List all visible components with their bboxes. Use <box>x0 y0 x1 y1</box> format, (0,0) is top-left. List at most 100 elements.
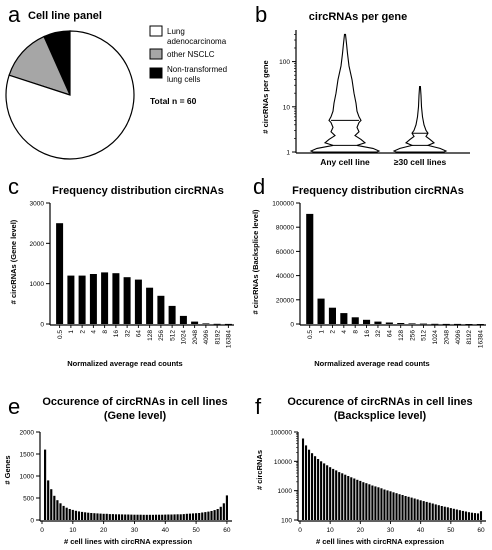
x-tick-label: 16384 <box>478 330 485 348</box>
bar <box>328 307 336 324</box>
bar <box>395 493 398 520</box>
bar <box>195 513 198 520</box>
x-tick-label: 10 <box>327 527 335 534</box>
bar <box>351 317 359 324</box>
bar <box>425 501 428 520</box>
bar <box>317 459 320 520</box>
panel-label-d: d <box>253 174 265 199</box>
bar <box>347 476 350 520</box>
bar <box>117 514 121 520</box>
bar <box>222 503 225 520</box>
bar <box>371 485 374 520</box>
bar <box>176 514 179 520</box>
bar <box>139 514 142 520</box>
y-tick-label: 1 <box>286 150 290 157</box>
bar <box>332 468 335 520</box>
bar <box>89 274 97 324</box>
x-tick-label: 4096 <box>203 330 210 345</box>
bar <box>74 510 77 520</box>
x-tick-label: ≥30 cell lines <box>394 157 447 167</box>
bar <box>59 503 62 520</box>
panel-c-title: Frequency distribution circRNAs <box>52 185 224 197</box>
panel-c: c Frequency distribution circRNAs 0 1000 2… <box>8 174 234 368</box>
bar <box>413 498 416 520</box>
y-tick-label: 10 <box>283 104 291 111</box>
bar <box>359 480 362 520</box>
violin-chart: 1 10 100 Any cell line ≥30 cell lines <box>279 30 470 167</box>
bar <box>479 511 483 520</box>
bar <box>158 514 161 520</box>
panel-label-a: a <box>8 2 21 27</box>
panel-f-ylabel: # circRNAs <box>255 450 264 490</box>
x-tick-label: 512 <box>421 330 428 341</box>
bar <box>161 514 164 520</box>
bar <box>356 479 359 520</box>
bar <box>383 489 386 520</box>
bar <box>419 500 422 520</box>
y-tick-label: 1500 <box>20 452 35 459</box>
bar <box>90 513 93 520</box>
bar <box>101 272 109 324</box>
pie-slice-other-nsclc <box>8 35 72 96</box>
bar <box>434 504 437 520</box>
legend-label-adenocarcinoma-1: Lung <box>167 27 185 36</box>
x-tick-label: 64 <box>136 330 143 338</box>
y-tick-label: 500 <box>23 496 34 503</box>
y-tick-label: 10000 <box>274 459 292 466</box>
bar <box>148 514 151 520</box>
bar <box>464 511 467 520</box>
bar <box>407 496 410 520</box>
bar <box>368 484 371 520</box>
panel-label-e: e <box>8 394 20 419</box>
bar <box>385 322 393 324</box>
bar <box>130 514 133 520</box>
x-tick-label: 2 <box>79 330 86 334</box>
bar <box>465 324 473 325</box>
bar <box>329 467 332 520</box>
panel-c-xlabel: Normalized average read counts <box>67 359 182 368</box>
x-tick-label: 2048 <box>192 330 199 345</box>
pie-slice-adenocarcinoma <box>5 30 135 160</box>
x-tick-label: 20 <box>100 527 108 534</box>
x-tick-label: 2048 <box>443 330 450 345</box>
bar <box>446 507 449 520</box>
panel-e-title: Occurence of circRNAs in cell lines <box>42 396 227 408</box>
bar <box>335 470 338 520</box>
bar <box>191 321 199 324</box>
bar <box>62 505 65 520</box>
bar <box>374 321 382 324</box>
legend-label-adenocarcinoma-2: adenocarcinoma <box>167 37 227 46</box>
x-tick-label: 0.5 <box>307 330 314 339</box>
violin-30-cell-lines <box>392 86 448 153</box>
bar <box>428 502 431 520</box>
x-tick-label: 256 <box>158 330 165 341</box>
total-count: Total n = 60 <box>150 96 197 106</box>
y-tick-label: 100 <box>281 518 292 525</box>
y-tick-label: 60000 <box>276 249 294 256</box>
bar <box>111 514 114 520</box>
legend-swatch-other-nsclc <box>149 48 163 60</box>
panel-e-subtitle: (Gene level) <box>104 410 167 422</box>
bar <box>437 505 440 520</box>
x-tick-label: 32 <box>124 330 131 338</box>
bar <box>127 514 130 520</box>
bar <box>67 275 75 324</box>
y-tick-label: 0 <box>30 518 34 525</box>
bar <box>401 495 404 520</box>
bar <box>389 491 392 520</box>
x-tick-label: 1024 <box>181 330 188 345</box>
bar <box>422 501 425 520</box>
bar <box>145 514 148 520</box>
bar <box>78 275 86 324</box>
bar <box>188 513 192 520</box>
x-tick-label: 32 <box>375 330 382 338</box>
x-tick-label: 60 <box>223 527 231 534</box>
bar <box>362 482 365 520</box>
bar <box>84 512 87 520</box>
bar <box>386 490 389 520</box>
bar <box>314 456 317 520</box>
x-tick-label: 1 <box>68 330 75 334</box>
x-tick-label: Any cell line <box>320 157 370 167</box>
bar <box>207 511 210 520</box>
bar <box>185 513 188 520</box>
